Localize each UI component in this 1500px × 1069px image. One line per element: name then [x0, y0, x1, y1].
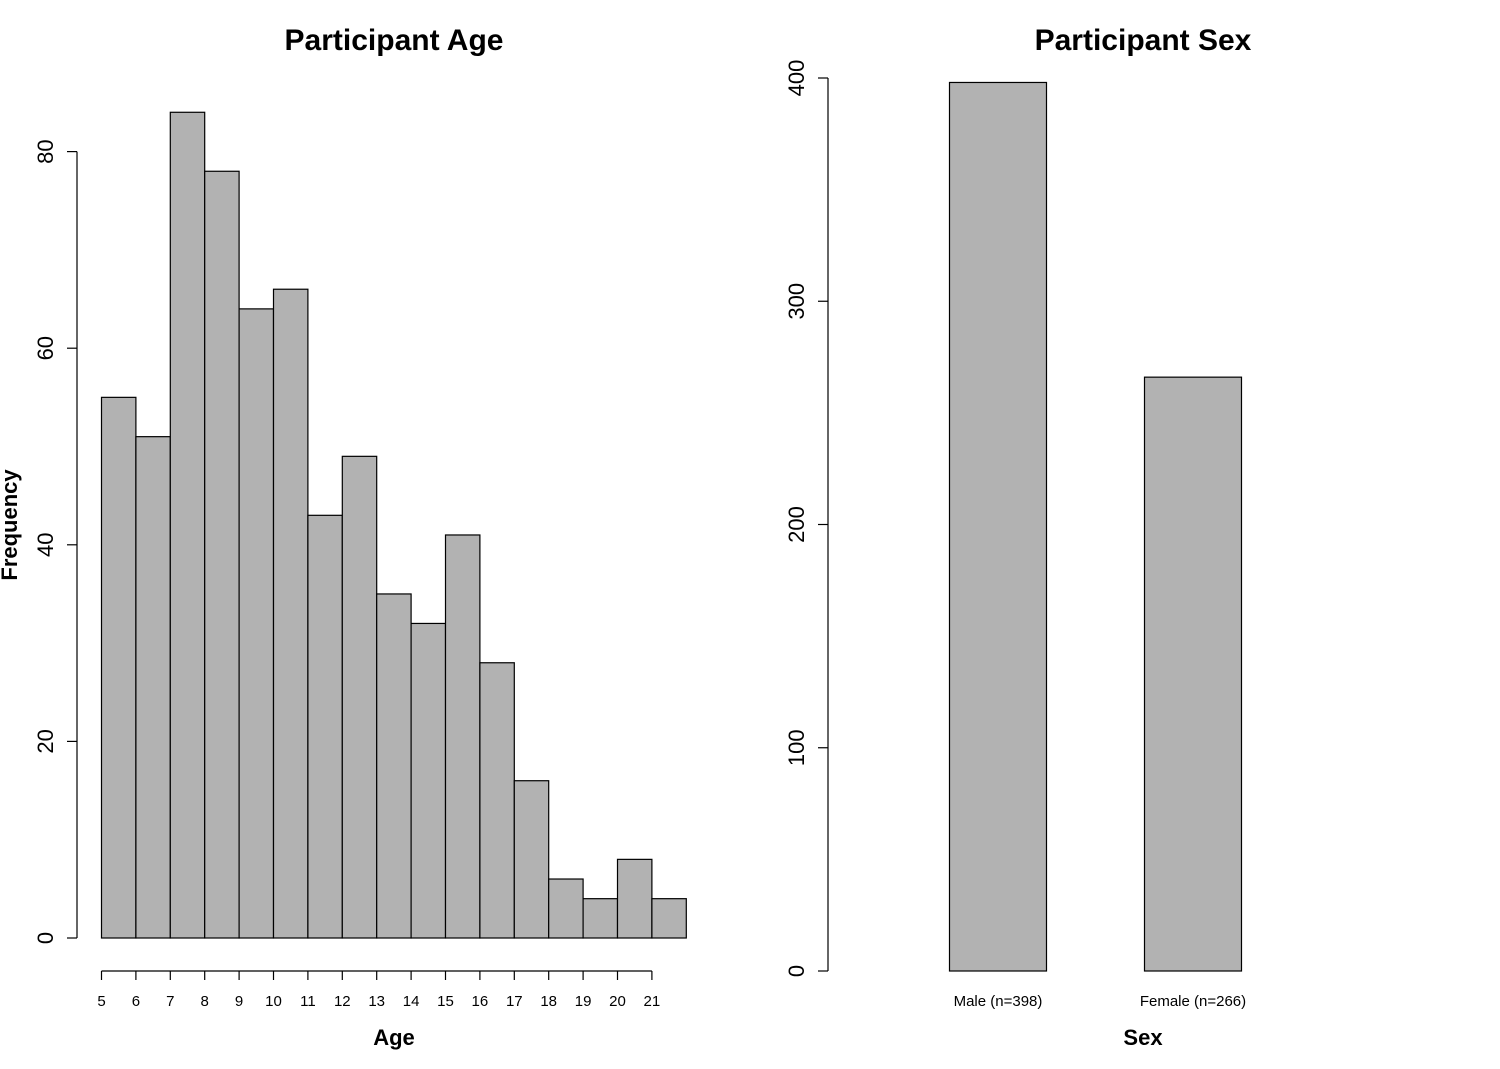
age-bar [582, 898, 619, 939]
age-x-tick-label: 6 [132, 993, 140, 1010]
age-x-tick-label: 16 [472, 993, 489, 1010]
age-x-tick-label: 17 [506, 993, 523, 1010]
age-x-tick-label: 15 [437, 993, 454, 1010]
age-bar [238, 308, 275, 939]
age-x-tick-label: 13 [368, 993, 385, 1010]
age-x-axis: 5 6 7 8 9 10 11 12 13 14 15 16 17 18 19 20 21 [97, 970, 661, 1010]
age-bar [272, 288, 309, 939]
sex-y-tick-label: 0 [784, 965, 809, 977]
sex-bars [948, 81, 1243, 972]
age-bar [444, 534, 481, 939]
sex-y-tick-label: 300 [784, 283, 809, 320]
age-bar [169, 111, 206, 939]
sex-x-tick-label: Female (n=266) [1140, 993, 1246, 1010]
sex-x-tick-labels: Male (n=398) Female (n=266) [954, 993, 1247, 1010]
age-y-tick-label: 80 [33, 139, 58, 163]
age-x-tick-label: 8 [201, 993, 209, 1010]
age-bar [410, 622, 447, 939]
age-chart-title: Participant Age [285, 24, 504, 57]
age-bar [376, 593, 412, 939]
age-x-tick-label: 9 [235, 993, 243, 1010]
age-y-axis-label: Frequency [0, 469, 22, 581]
sex-chart-title: Participant Sex [1035, 24, 1252, 57]
age-y-tick-label: 40 [33, 533, 58, 557]
age-bar [616, 858, 653, 939]
age-x-tick-label: 5 [97, 993, 105, 1010]
age-y-tick-label: 20 [33, 729, 58, 753]
age-bar [341, 455, 378, 939]
sex-y-tick-label: 400 [784, 60, 809, 97]
sex-bar [948, 81, 1048, 972]
age-bar [548, 878, 584, 939]
sex-y-axis: 0 100 200 300 400 [784, 60, 829, 977]
age-y-axis: 0 20 40 60 80 [33, 139, 78, 944]
age-x-axis-label: Age [373, 1025, 415, 1050]
age-bar [479, 662, 515, 939]
age-bar [513, 780, 550, 939]
age-x-tick-label: 21 [644, 993, 661, 1010]
sex-y-tick-label: 200 [784, 506, 809, 543]
sex-bar-panel: Participant Sex Sex 0 100 200 300 400 Male (… [784, 24, 1252, 1050]
age-x-tick-label: 10 [265, 993, 282, 1010]
age-bar [100, 396, 137, 939]
sex-y-tick-label: 100 [784, 729, 809, 766]
age-x-tick-label: 19 [575, 993, 592, 1010]
age-bar [204, 170, 240, 939]
age-bars [100, 111, 687, 939]
age-y-tick-label: 0 [33, 932, 58, 944]
age-bar [307, 514, 343, 939]
age-x-tick-label: 20 [609, 993, 626, 1010]
age-bar [651, 898, 687, 939]
sex-x-tick-label: Male (n=398) [954, 993, 1043, 1010]
sex-bar [1143, 376, 1243, 972]
age-x-tick-label: 14 [403, 993, 420, 1010]
sex-x-axis-label: Sex [1123, 1025, 1163, 1050]
age-histogram-panel: Participant Age Age Frequency 020406080 … [0, 24, 687, 1050]
age-bar [135, 436, 171, 939]
age-x-tick-label: 12 [334, 993, 351, 1010]
age-x-tick-label: 7 [166, 993, 174, 1010]
age-x-tick-label: 11 [300, 993, 316, 1010]
age-x-tick-label: 18 [540, 993, 557, 1010]
age-y-tick-label: 60 [33, 336, 58, 360]
